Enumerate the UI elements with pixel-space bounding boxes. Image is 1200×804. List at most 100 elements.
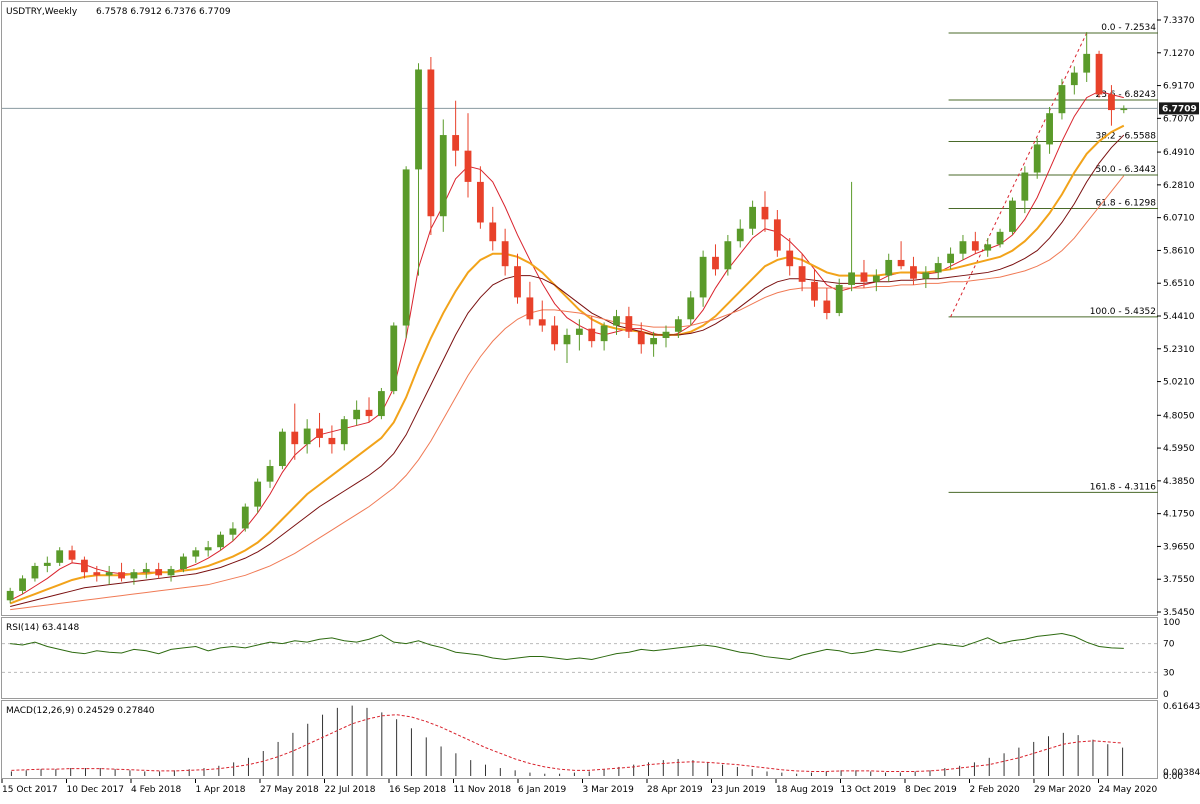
date-tick-label: 15 Oct 2017 [2, 785, 58, 795]
fib-label: 50.0 - 6.3443 [1096, 165, 1157, 175]
fib-label: 23.6 - 6.8243 [1096, 90, 1157, 100]
candle-body [687, 297, 695, 320]
candle-body [328, 437, 336, 445]
ma-line-ma-slow-light [10, 175, 1125, 611]
candle-body [167, 569, 175, 576]
date-tick-label: 13 Oct 2019 [841, 785, 897, 795]
candle-body [860, 272, 868, 282]
candle-body [68, 550, 76, 560]
price-tick-label: 3.5450 [1163, 608, 1195, 618]
candle-body [19, 578, 26, 591]
candle-body [749, 206, 757, 229]
price-tick-label: 5.4410 [1163, 312, 1195, 322]
price-tick-label: 5.6510 [1163, 279, 1195, 289]
candle-body [637, 331, 645, 345]
date-tick-label: 2 Feb 2020 [970, 785, 1021, 795]
candle-body [43, 562, 51, 566]
candle-body [1046, 113, 1053, 145]
price-tick-label: 5.2310 [1163, 345, 1195, 355]
date-tick-label: 27 May 2018 [260, 785, 319, 795]
price-tick-label: 5.8610 [1163, 246, 1195, 256]
candle-body [118, 572, 125, 579]
candle-body [922, 272, 930, 279]
candle-body [291, 431, 299, 445]
candle-body [1021, 172, 1029, 201]
candle-body [897, 259, 905, 267]
candle-body [996, 231, 1004, 245]
candle-body [823, 300, 831, 314]
candle-body [761, 206, 769, 220]
date-tick-label: 11 Nov 2018 [454, 785, 512, 795]
candle-body [699, 256, 707, 298]
candlestick-series [6, 32, 1128, 604]
candle-body [959, 241, 967, 254]
date-tick-label: 18 Aug 2019 [776, 785, 834, 795]
fib-label: 161.8 - 4.3116 [1090, 482, 1156, 492]
fib-label: 38.2 - 6.5588 [1096, 131, 1157, 141]
candle-body [613, 316, 620, 326]
candle-body [464, 150, 472, 182]
candle-body [848, 272, 855, 285]
price-tick-label: 6.9170 [1163, 82, 1195, 92]
candle-body [885, 259, 893, 276]
fibonacci-levels: 0.0 - 7.2534 23.6 - 6.8243 38.2 - 6.5588 50… [948, 23, 1158, 493]
candle-body [1058, 85, 1066, 114]
candle-body [1009, 200, 1016, 232]
price-tick-label: 4.1750 [1163, 510, 1195, 520]
date-tick-label: 1 Apr 2018 [196, 785, 246, 795]
candle-body [625, 316, 633, 332]
candle-body [93, 572, 101, 576]
candle-body [439, 135, 447, 217]
rsi-title: RSI(14) 63.4148 [6, 623, 79, 633]
macd-panel-border [1, 700, 1158, 779]
price-tick-label: 6.4910 [1163, 148, 1195, 158]
candle-body [365, 409, 373, 417]
candle-body [773, 219, 781, 251]
price-tick-label: 4.8050 [1163, 411, 1195, 421]
candle-body [724, 241, 732, 270]
candle-body [254, 481, 262, 507]
macd-axis-label: 0.61643 [1163, 702, 1200, 712]
price-tick-label: 6.2810 [1163, 181, 1195, 191]
candle-body [279, 431, 286, 467]
candle-body [811, 281, 818, 301]
macd-panel: 0.61643 0.0038470.00 [10, 702, 1200, 782]
rsi-panel: 100 70 30 0 [2, 618, 1180, 700]
rsi-axis-label: 0 [1163, 690, 1169, 700]
current-price-tag: 6.7709 [1159, 102, 1199, 115]
candle-body [835, 284, 843, 314]
candle-body [662, 331, 670, 339]
rsi-axis-label: 70 [1163, 640, 1175, 650]
candle-body [575, 328, 583, 335]
candle-body [588, 328, 596, 342]
candle-body [130, 572, 138, 579]
date-axis: 15 Oct 2017 10 Dec 2017 4 Feb 2018 1 Apr 20… [1, 779, 1157, 795]
candle-body [180, 556, 187, 570]
candle-body [56, 550, 64, 563]
candle-body [600, 325, 608, 342]
fib-trendline [950, 32, 1088, 318]
candle-body [340, 419, 348, 445]
date-tick-label: 16 Sep 2018 [389, 785, 446, 795]
candle-body [947, 253, 954, 264]
candle-body [476, 181, 484, 223]
macd-title: MACD(12,26,9) 0.24529 0.27840 [6, 706, 155, 716]
price-panel-border [1, 1, 1158, 616]
candle-body [1083, 53, 1091, 73]
price-tick-label: 3.7550 [1163, 575, 1195, 585]
svg-text:6.7709: 6.7709 [1162, 104, 1197, 114]
rsi-axis-label: 100 [1163, 618, 1180, 628]
candle-body [674, 319, 682, 332]
candle-body [415, 69, 422, 170]
candle-body [551, 325, 559, 345]
date-tick-label: 22 Jul 2018 [325, 785, 376, 795]
price-axis: 7.3370 7.1270 6.9170 6.7070 6.4910 6.2810 6.07… [1157, 16, 1195, 618]
candle-body [872, 275, 880, 282]
date-tick-label: 3 Mar 2019 [583, 785, 635, 795]
candle-body [786, 250, 794, 267]
candle-body [501, 241, 509, 267]
candle-body [514, 266, 521, 298]
candle-body [142, 569, 150, 573]
candle-body [204, 547, 212, 551]
